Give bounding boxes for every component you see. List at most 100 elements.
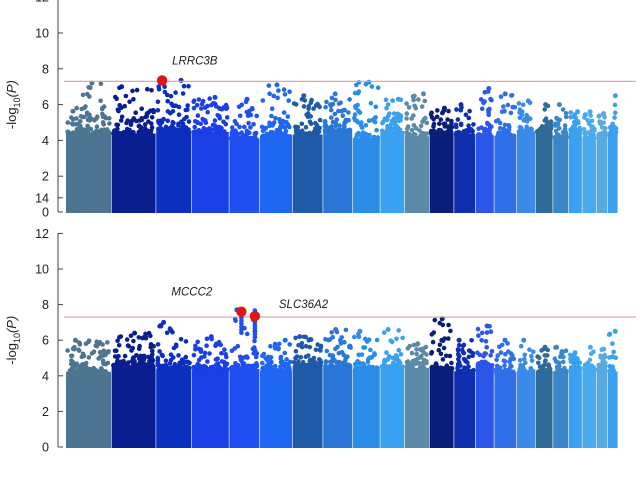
- snp-point: [409, 365, 415, 370]
- snp-point: [142, 122, 148, 127]
- chromosome-13-points: [454, 337, 476, 448]
- snp-point: [75, 121, 81, 127]
- snp-point: [158, 365, 163, 371]
- snp-point: [360, 135, 366, 141]
- snp-point: [180, 124, 185, 129]
- snp-point: [293, 355, 298, 361]
- snp-point: [392, 125, 397, 131]
- snp-point: [123, 93, 129, 99]
- snp-point: [424, 120, 430, 126]
- snp-point: [561, 359, 566, 365]
- y-tick-label: 10: [35, 27, 49, 41]
- snp-point: [556, 126, 562, 131]
- snp-point: [609, 129, 614, 135]
- snp-point: [419, 104, 425, 109]
- chromosome-17-points: [535, 344, 553, 448]
- snp-point: [572, 114, 577, 120]
- snp-point: [381, 330, 387, 335]
- snp-point: [599, 125, 605, 130]
- snp-point: [116, 130, 121, 136]
- snp-peak-point: [119, 84, 125, 90]
- snp-point: [564, 135, 569, 140]
- snp-point: [560, 107, 566, 112]
- snp-point: [498, 94, 504, 99]
- points-layer: [65, 307, 619, 448]
- snp-point: [282, 92, 288, 97]
- chromosome-19-dense-band: [568, 130, 582, 213]
- snp-point: [114, 122, 119, 128]
- snp-point: [155, 99, 161, 105]
- snp-point: [596, 133, 602, 138]
- snp-point: [449, 118, 454, 124]
- snp-point: [358, 123, 364, 128]
- snp-point: [76, 348, 82, 353]
- snp-point: [85, 126, 91, 131]
- snp-point: [517, 115, 523, 121]
- y-axis-label-subscript: 10: [12, 97, 22, 107]
- snp-point: [336, 101, 342, 106]
- snp-point: [333, 359, 339, 365]
- snp-point: [368, 347, 373, 353]
- snp-point: [186, 84, 191, 89]
- snp-peak-point: [178, 77, 184, 83]
- snp-point: [394, 354, 400, 360]
- snp-point: [449, 360, 454, 366]
- snp-point: [471, 122, 476, 127]
- snp-point: [237, 124, 242, 130]
- snp-point: [586, 367, 592, 372]
- y-axis-label-rest: (P): [4, 316, 19, 333]
- y-tick-label: 4: [42, 134, 49, 148]
- snp-point: [576, 128, 581, 133]
- snp-point: [466, 364, 471, 369]
- snp-point: [368, 101, 374, 106]
- snp-point: [219, 129, 225, 135]
- snp-point: [589, 118, 595, 124]
- snp-point: [518, 125, 524, 130]
- snp-point: [103, 115, 109, 121]
- chromosome-7-dense-band: [292, 134, 323, 213]
- snp-point: [146, 330, 152, 336]
- chromosome-6-dense-band: [260, 370, 292, 448]
- snp-point: [282, 350, 288, 356]
- snp-point: [260, 360, 265, 366]
- chromosome-12-points: [429, 316, 455, 448]
- snp-point: [422, 98, 428, 104]
- snp-point: [191, 352, 197, 358]
- chromosome-3-points: [155, 77, 192, 213]
- chromosome-22-points: [607, 93, 619, 213]
- snp-point: [224, 115, 230, 120]
- snp-point: [329, 95, 335, 101]
- snp-point: [583, 362, 588, 368]
- snp-point: [554, 370, 559, 376]
- y-tick-label: 0: [42, 441, 49, 455]
- chromosome-2-dense-band: [111, 365, 156, 448]
- snp-point: [506, 127, 512, 133]
- snp-point: [94, 124, 100, 129]
- snp-point: [303, 132, 309, 137]
- chromosome-13-dense-band: [454, 136, 476, 213]
- snp-point: [469, 338, 474, 343]
- snp-peak-point: [612, 328, 618, 334]
- snp-point: [546, 362, 551, 368]
- snp-point: [588, 351, 594, 357]
- snp-point: [66, 130, 72, 135]
- snp-point: [404, 111, 410, 116]
- snp-point: [195, 361, 200, 367]
- snp-point: [572, 119, 577, 125]
- snp-point: [506, 131, 511, 136]
- snp-point: [80, 114, 86, 120]
- snp-point: [487, 106, 492, 112]
- snp-point: [125, 118, 130, 123]
- snp-point: [384, 364, 390, 370]
- snp-point: [396, 347, 402, 353]
- chromosome-18-dense-band: [553, 137, 569, 213]
- snp-point: [409, 127, 415, 133]
- snp-point: [208, 128, 214, 133]
- snp-point: [529, 353, 534, 359]
- chromosome-20-dense-band: [582, 138, 597, 213]
- snp-point: [224, 367, 230, 372]
- snp-point: [429, 351, 434, 356]
- snp-point: [324, 99, 329, 105]
- snp-point: [229, 125, 235, 130]
